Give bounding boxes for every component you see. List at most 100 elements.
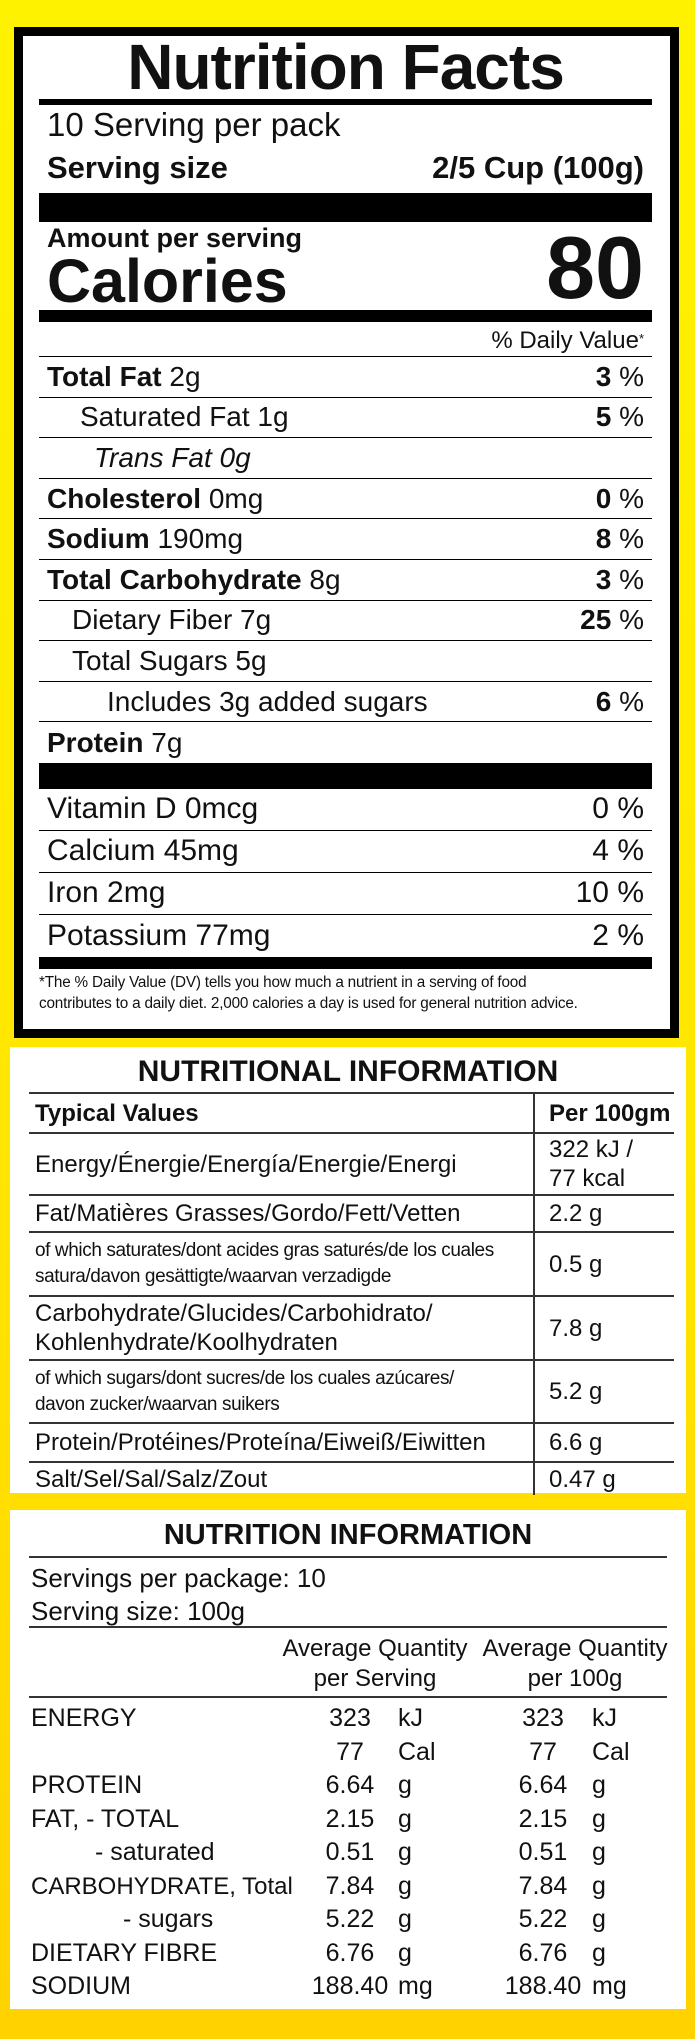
row-label: Protein/Protéines/Proteína/Eiweiß/Eiwitt… bbox=[29, 1422, 534, 1462]
per-serving-value: 6.64 bbox=[325, 1771, 375, 1799]
row-value: 322 kJ /77 kcal bbox=[533, 1132, 674, 1195]
servings-per-pack: 10 Serving per pack bbox=[47, 106, 341, 143]
vitamin-dv: 10 % bbox=[575, 876, 644, 910]
nutrient-dv: 25 bbox=[580, 604, 612, 636]
nutritional-information-panel: NUTRITIONAL INFORMATION Typical Values P… bbox=[10, 1047, 686, 1495]
nutrient-row-sodium: Sodium 190mg 8 % bbox=[39, 519, 652, 560]
table-row-energy-kj: ENERGY 323 kJ 323 kJ bbox=[10, 1702, 686, 1736]
table-row-saturated: - saturated 0.51 g 0.51 g bbox=[10, 1836, 686, 1870]
table-row: of which saturates/dont acides gras satu… bbox=[29, 1231, 674, 1296]
row-value: 5.2 g bbox=[533, 1359, 674, 1423]
row-value: 0.5 g bbox=[533, 1231, 674, 1296]
row-label: CARBOHYDRATE, Total bbox=[31, 1872, 293, 1900]
table-row-protein: PROTEIN 6.64 g 6.64 g bbox=[10, 1769, 686, 1803]
row-label: of which saturates/dont acides gras satu… bbox=[29, 1231, 534, 1296]
vitamin-row: Iron 2mg 10 % bbox=[39, 873, 652, 915]
nutrient-dv: 3 bbox=[595, 563, 612, 595]
unit: g bbox=[592, 1804, 606, 1833]
row-label: ENERGY bbox=[31, 1704, 137, 1732]
unit: g bbox=[592, 1905, 606, 1933]
daily-value-label: % Daily Value bbox=[491, 327, 639, 354]
nutrient-name: Total Fat bbox=[47, 360, 162, 392]
table-row-sugars: - sugars 5.22 g 5.22 g bbox=[10, 1903, 686, 1937]
header-line: Average Quantity bbox=[482, 1635, 668, 1662]
per-serving-value: 2.15 bbox=[325, 1804, 375, 1833]
nutrient-row-added-sugars: Includes 3g added sugars 6 % bbox=[39, 682, 652, 723]
unit: g bbox=[592, 1938, 606, 1967]
nutrient-row-total-fat: Total Fat 2g 3 % bbox=[39, 357, 652, 398]
table-row-dietary-fibre: DIETARY FIBRE 6.76 g 6.76 g bbox=[10, 1937, 686, 1971]
percent-sign: % bbox=[619, 685, 644, 717]
nutrient-name: Dietary Fiber 7g bbox=[72, 604, 272, 636]
serving-size-row: Serving size 2/5 Cup (100g) bbox=[39, 145, 652, 190]
row-label: Fat/Matières Grasses/Gordo/Fett/Vetten bbox=[29, 1194, 534, 1232]
amount-per-serving-label: Amount per serving bbox=[47, 223, 303, 253]
row-value: 7.8 g bbox=[533, 1295, 674, 1360]
per-serving-value: 6.76 bbox=[325, 1938, 375, 1967]
nutrient-name: Trans Fat 0g bbox=[94, 441, 251, 473]
row-value: 6.6 g bbox=[533, 1422, 674, 1462]
thick-divider bbox=[39, 956, 652, 969]
header-per-100gm: Per 100gm bbox=[533, 1092, 674, 1133]
per-serving-value: 323 bbox=[329, 1704, 371, 1732]
unit: g bbox=[398, 1905, 412, 1933]
per-serving-value: 5.22 bbox=[325, 1905, 375, 1933]
row-label: SODIUM bbox=[31, 1972, 131, 2000]
nutrient-row-dietary-fiber: Dietary Fiber 7g 25 % bbox=[39, 601, 652, 642]
row-label: of which sugars/dont sucres/de los cuale… bbox=[29, 1359, 534, 1423]
table-row: Fat/Matières Grasses/Gordo/Fett/Vetten 2… bbox=[29, 1194, 674, 1232]
row-label: - sugars bbox=[123, 1905, 214, 1933]
percent-sign: % bbox=[619, 401, 644, 433]
per-100g-value: 2.15 bbox=[518, 1804, 568, 1833]
row-value: 0.47 g bbox=[533, 1461, 674, 1495]
unit: g bbox=[398, 1871, 412, 1900]
serving-size: Serving size: 100g bbox=[31, 1596, 245, 1626]
row-label: FAT, - TOTAL bbox=[31, 1804, 180, 1833]
vitamin-dv: 4 % bbox=[592, 834, 644, 868]
header-per-serving: Average Quantity per Serving bbox=[278, 1634, 472, 1694]
unit: g bbox=[592, 1871, 606, 1900]
table-row-energy-cal: 77 Cal 77 Cal bbox=[10, 1736, 686, 1770]
vitamin-row: Potassium 77mg 2 % bbox=[39, 915, 652, 957]
table-row: Salt/Sel/Sal/Salz/Zout 0.47 g bbox=[29, 1461, 674, 1495]
nutrient-row-total-sugars: Total Sugars 5g bbox=[39, 641, 652, 682]
footnote-line: contributes to a daily diet. 2,000 calor… bbox=[39, 994, 578, 1012]
nutrient-row-total-carbohydrate: Total Carbohydrate 8g 3 % bbox=[39, 560, 652, 601]
nutrient-name: Saturated Fat 1g bbox=[80, 401, 289, 433]
vitamin-name: Potassium 77mg bbox=[47, 918, 271, 952]
nutrient-name: Cholesterol bbox=[47, 482, 202, 514]
serving-size-label: Serving size bbox=[47, 149, 228, 185]
divider bbox=[39, 310, 652, 322]
footnote-line: *The % Daily Value (DV) tells you how mu… bbox=[39, 973, 527, 991]
percent-sign: % bbox=[619, 563, 644, 595]
per-serving-value: 188.40 bbox=[311, 1972, 389, 2000]
unit: g bbox=[592, 1838, 606, 1866]
unit: Cal bbox=[592, 1737, 630, 1766]
vitamin-row: Calcium 45mg 4 % bbox=[39, 831, 652, 873]
percent-sign: % bbox=[619, 482, 644, 514]
unit: g bbox=[398, 1838, 412, 1866]
nutrient-name: Includes 3g added sugars bbox=[107, 685, 428, 717]
nutrition-facts-panel: Nutrition Facts 10 Serving per pack Serv… bbox=[14, 27, 679, 1038]
vitamin-dv: 0 % bbox=[592, 792, 644, 826]
table-header-row: Typical Values Per 100gm bbox=[29, 1092, 674, 1133]
nutrient-name: Sodium bbox=[47, 523, 150, 555]
per-100g-value: 188.40 bbox=[504, 1972, 582, 2000]
vitamin-dv: 2 % bbox=[592, 918, 644, 952]
per-100g-value: 6.76 bbox=[518, 1938, 568, 1967]
nutrient-amount: 7g bbox=[151, 726, 183, 758]
nutrition-information-title: NUTRITION INFORMATION bbox=[29, 1510, 667, 1558]
header-line: per Serving bbox=[313, 1665, 437, 1692]
label-line: satura/davon gesättigte/waarvan verzadig… bbox=[35, 1266, 392, 1287]
percent-sign: % bbox=[619, 360, 644, 392]
header-line: per 100g bbox=[527, 1665, 623, 1692]
vitamin-name: Calcium 45mg bbox=[47, 834, 239, 868]
nutrient-row-trans-fat: Trans Fat 0g bbox=[39, 438, 652, 479]
header-line: Average Quantity bbox=[282, 1635, 468, 1662]
nutrient-row-saturated-fat: Saturated Fat 1g 5 % bbox=[39, 398, 652, 439]
per-100g-value: 0.51 bbox=[518, 1838, 568, 1866]
label-line: Carbohydrate/Glucides/Carbohidrato/ bbox=[35, 1300, 433, 1327]
nutrient-row-cholesterol: Cholesterol 0mg 0 % bbox=[39, 479, 652, 520]
header-typical-values: Typical Values bbox=[29, 1092, 534, 1133]
calories-label: Calories bbox=[47, 247, 288, 315]
